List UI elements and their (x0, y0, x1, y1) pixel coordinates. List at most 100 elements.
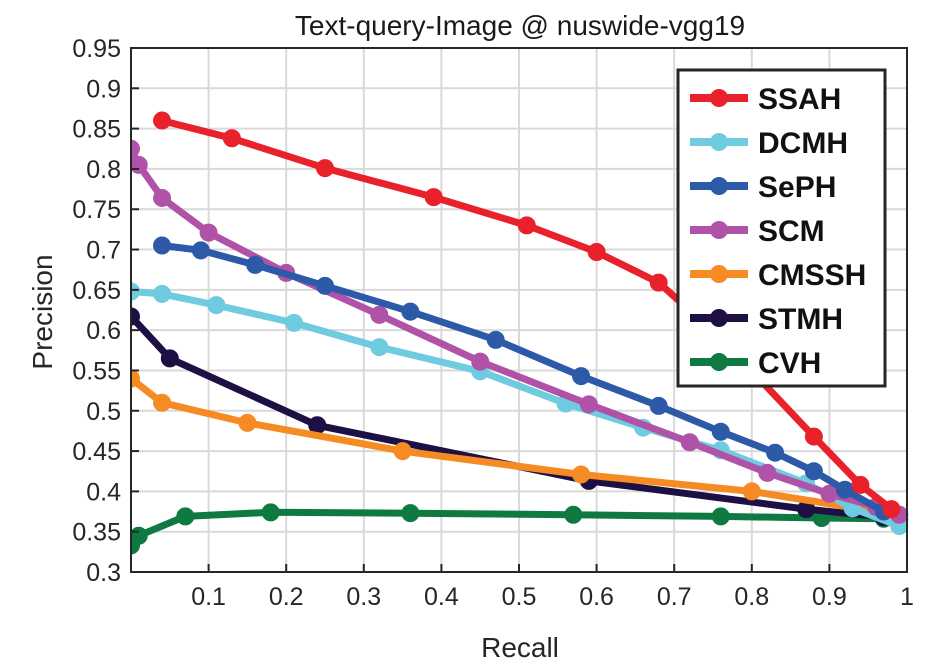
data-point-dcmh (284, 313, 303, 332)
x-tick-label: 0.4 (424, 583, 459, 611)
y-tick-label: 0.9 (86, 75, 121, 103)
legend-item-stmh: STMH (690, 303, 843, 336)
data-point-seph (804, 462, 823, 481)
y-tick-label: 0.65 (72, 277, 121, 305)
data-point-cvh (131, 526, 148, 545)
data-point-dcmh (207, 296, 226, 315)
data-point-scm (820, 484, 839, 503)
data-point-cmssh (238, 413, 257, 432)
y-tick-label: 0.35 (72, 519, 121, 547)
data-point-scm (370, 305, 389, 324)
x-tick-label: 0.5 (502, 583, 537, 611)
x-tick-label: 1 (900, 583, 914, 611)
data-point-seph (401, 302, 420, 321)
x-axis-title: Recall (481, 632, 559, 663)
legend-label: SSAH (758, 83, 841, 116)
data-point-dcmh (153, 284, 172, 303)
data-point-cvh (261, 503, 280, 522)
data-point-seph (316, 276, 334, 295)
y-tick-label: 0.75 (72, 196, 121, 224)
x-tick-label: 0.8 (734, 583, 769, 611)
chart-title: Text-query-Image @ nuswide-vgg19 (295, 10, 745, 41)
legend-label: SePH (758, 171, 836, 204)
legend-item-ssah: SSAH (690, 83, 841, 116)
y-tick-label: 0.3 (86, 559, 121, 587)
data-point-scm (579, 395, 598, 414)
series-ssah (153, 111, 901, 519)
data-point-dcmh (131, 282, 140, 301)
data-point-ssah (316, 159, 334, 178)
y-axis-title: Precision (27, 254, 58, 369)
legend-swatch-marker (710, 309, 728, 327)
data-point-stmh (131, 307, 140, 326)
legend-swatch-marker (710, 133, 728, 151)
y-tick-label: 0.4 (86, 478, 121, 506)
data-point-cmssh (393, 442, 412, 461)
legend-swatch-marker (710, 221, 728, 239)
data-point-scm (758, 463, 777, 482)
legend-label: CVH (758, 347, 821, 380)
data-point-seph (246, 255, 265, 274)
data-point-ssah (649, 273, 668, 292)
data-point-seph (835, 480, 854, 499)
y-tick-label: 0.5 (86, 398, 121, 426)
x-tick-label: 0.7 (657, 583, 692, 611)
legend-item-dcmh: DCMH (690, 127, 848, 160)
legend-item-seph: SePH (690, 171, 836, 204)
data-point-seph (572, 367, 591, 386)
data-point-cmssh (742, 482, 761, 501)
x-tick-label: 0.6 (579, 583, 614, 611)
data-point-ssah (587, 242, 606, 261)
data-point-seph (153, 236, 172, 255)
data-point-dcmh (370, 338, 389, 357)
series-line-stmh (131, 312, 888, 521)
y-tick-label: 0.7 (86, 237, 121, 265)
data-point-seph (649, 396, 668, 415)
data-point-ssah (851, 475, 870, 494)
y-tick-label: 0.45 (72, 438, 121, 466)
legend-item-scm: SCM (690, 215, 825, 248)
x-tick-label: 0.1 (191, 583, 226, 611)
y-tick-label: 0.95 (72, 35, 121, 63)
tick-labels: 0.1 0.2 0.3 0.4 0.5 0.6 0.7 0.8 0.9 1 0.3 0.35 0.4 0.… (72, 35, 914, 611)
data-point-scm (471, 352, 490, 371)
data-point-cvh (176, 507, 195, 526)
data-point-ssah (882, 500, 901, 519)
legend-label: STMH (758, 303, 843, 336)
data-point-ssah (424, 188, 443, 207)
legend-swatch-marker (710, 265, 728, 283)
data-point-cvh (401, 504, 420, 523)
legend-swatch-marker (710, 89, 728, 107)
series-seph (153, 236, 893, 521)
legend-label: DCMH (758, 127, 848, 160)
series-layer (131, 111, 909, 555)
data-point-seph (486, 330, 505, 349)
legend-swatch-marker (710, 177, 728, 195)
data-point-seph (711, 422, 730, 441)
x-tick-label: 0.3 (346, 583, 381, 611)
data-point-cmssh (153, 393, 172, 412)
data-point-cvh (711, 507, 730, 526)
data-point-ssah (222, 129, 241, 148)
series-line-cvh (131, 508, 903, 549)
legend-label: CMSSH (758, 259, 866, 292)
legend-item-cmssh: CMSSH (690, 259, 866, 292)
data-point-scm (680, 433, 699, 452)
data-point-seph (191, 241, 210, 260)
data-point-scm (131, 139, 140, 158)
data-point-stmh (160, 349, 179, 368)
y-tick-label: 0.85 (72, 116, 121, 144)
legend-swatch-marker (710, 353, 728, 371)
data-point-ssah (153, 111, 172, 130)
x-tick-label: 0.9 (812, 583, 847, 611)
data-point-scm (199, 223, 218, 242)
series-line-cmssh (131, 375, 895, 518)
y-tick-label: 0.8 (86, 156, 121, 184)
data-point-cvh (564, 505, 583, 524)
data-point-cmssh (572, 465, 591, 484)
data-point-stmh (308, 416, 327, 435)
legend: SSAH DCMH SePH SCM CMSSH STMH CVH (676, 68, 887, 388)
data-point-seph (766, 443, 785, 462)
